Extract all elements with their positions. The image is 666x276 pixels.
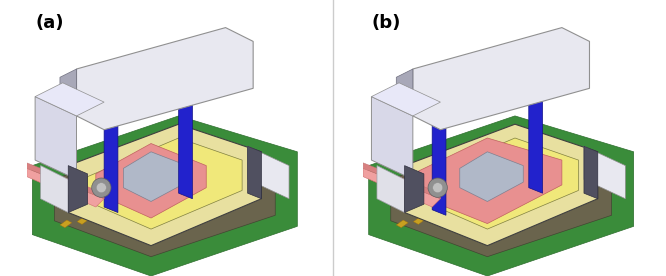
Polygon shape [248,184,260,191]
Polygon shape [77,217,89,224]
Polygon shape [263,161,273,167]
Polygon shape [516,197,528,205]
Polygon shape [482,203,494,211]
Polygon shape [180,197,192,205]
Polygon shape [396,69,413,124]
Polygon shape [432,83,543,110]
Polygon shape [94,213,106,221]
Polygon shape [163,200,174,208]
Text: (b): (b) [372,14,401,32]
Polygon shape [567,187,579,195]
Polygon shape [432,105,446,215]
Polygon shape [391,132,611,257]
Polygon shape [372,97,413,179]
Polygon shape [235,185,245,192]
Polygon shape [557,198,567,204]
Circle shape [428,178,448,197]
Polygon shape [585,173,595,179]
Polygon shape [41,166,68,213]
Polygon shape [363,163,440,199]
Polygon shape [460,152,523,201]
Polygon shape [430,213,442,221]
Polygon shape [33,116,297,276]
Polygon shape [565,192,575,198]
Polygon shape [584,146,598,199]
Polygon shape [256,167,266,173]
Polygon shape [465,207,477,214]
Polygon shape [197,193,208,201]
Polygon shape [104,105,118,213]
Polygon shape [178,91,192,199]
Polygon shape [363,168,440,207]
Polygon shape [424,138,579,229]
Polygon shape [111,210,123,218]
Polygon shape [68,166,87,213]
Circle shape [92,178,111,197]
Polygon shape [550,190,562,198]
Polygon shape [599,161,609,167]
Polygon shape [529,83,543,193]
Circle shape [97,183,107,193]
Polygon shape [372,83,440,116]
Polygon shape [231,187,243,195]
Polygon shape [27,168,104,207]
Polygon shape [87,138,242,229]
Polygon shape [377,166,404,213]
Polygon shape [145,203,157,211]
Polygon shape [104,91,192,110]
Polygon shape [414,217,426,224]
Polygon shape [60,69,77,124]
Polygon shape [579,179,588,185]
Polygon shape [585,184,596,191]
Polygon shape [35,97,77,179]
Polygon shape [35,83,104,116]
Polygon shape [214,204,224,210]
Polygon shape [369,116,633,276]
Polygon shape [499,200,511,208]
Circle shape [388,185,394,190]
Polygon shape [418,138,562,224]
Polygon shape [248,146,289,199]
Polygon shape [413,28,589,130]
Polygon shape [592,167,602,173]
Text: (a): (a) [35,14,64,32]
Polygon shape [551,204,561,210]
Polygon shape [228,192,238,198]
Polygon shape [249,173,259,179]
Polygon shape [214,190,226,198]
Polygon shape [27,163,104,199]
Circle shape [52,185,57,190]
Polygon shape [584,146,625,199]
Polygon shape [60,220,72,228]
Polygon shape [221,198,231,204]
Polygon shape [123,152,187,201]
Polygon shape [242,179,252,185]
Polygon shape [96,144,206,218]
Circle shape [433,183,443,193]
Polygon shape [248,146,262,199]
Polygon shape [571,185,581,192]
Polygon shape [533,193,545,201]
Polygon shape [68,124,262,246]
Polygon shape [404,166,424,213]
Polygon shape [448,210,460,218]
Polygon shape [55,132,275,257]
Polygon shape [77,28,253,130]
Polygon shape [129,207,141,214]
Polygon shape [396,220,408,228]
Polygon shape [404,124,598,246]
